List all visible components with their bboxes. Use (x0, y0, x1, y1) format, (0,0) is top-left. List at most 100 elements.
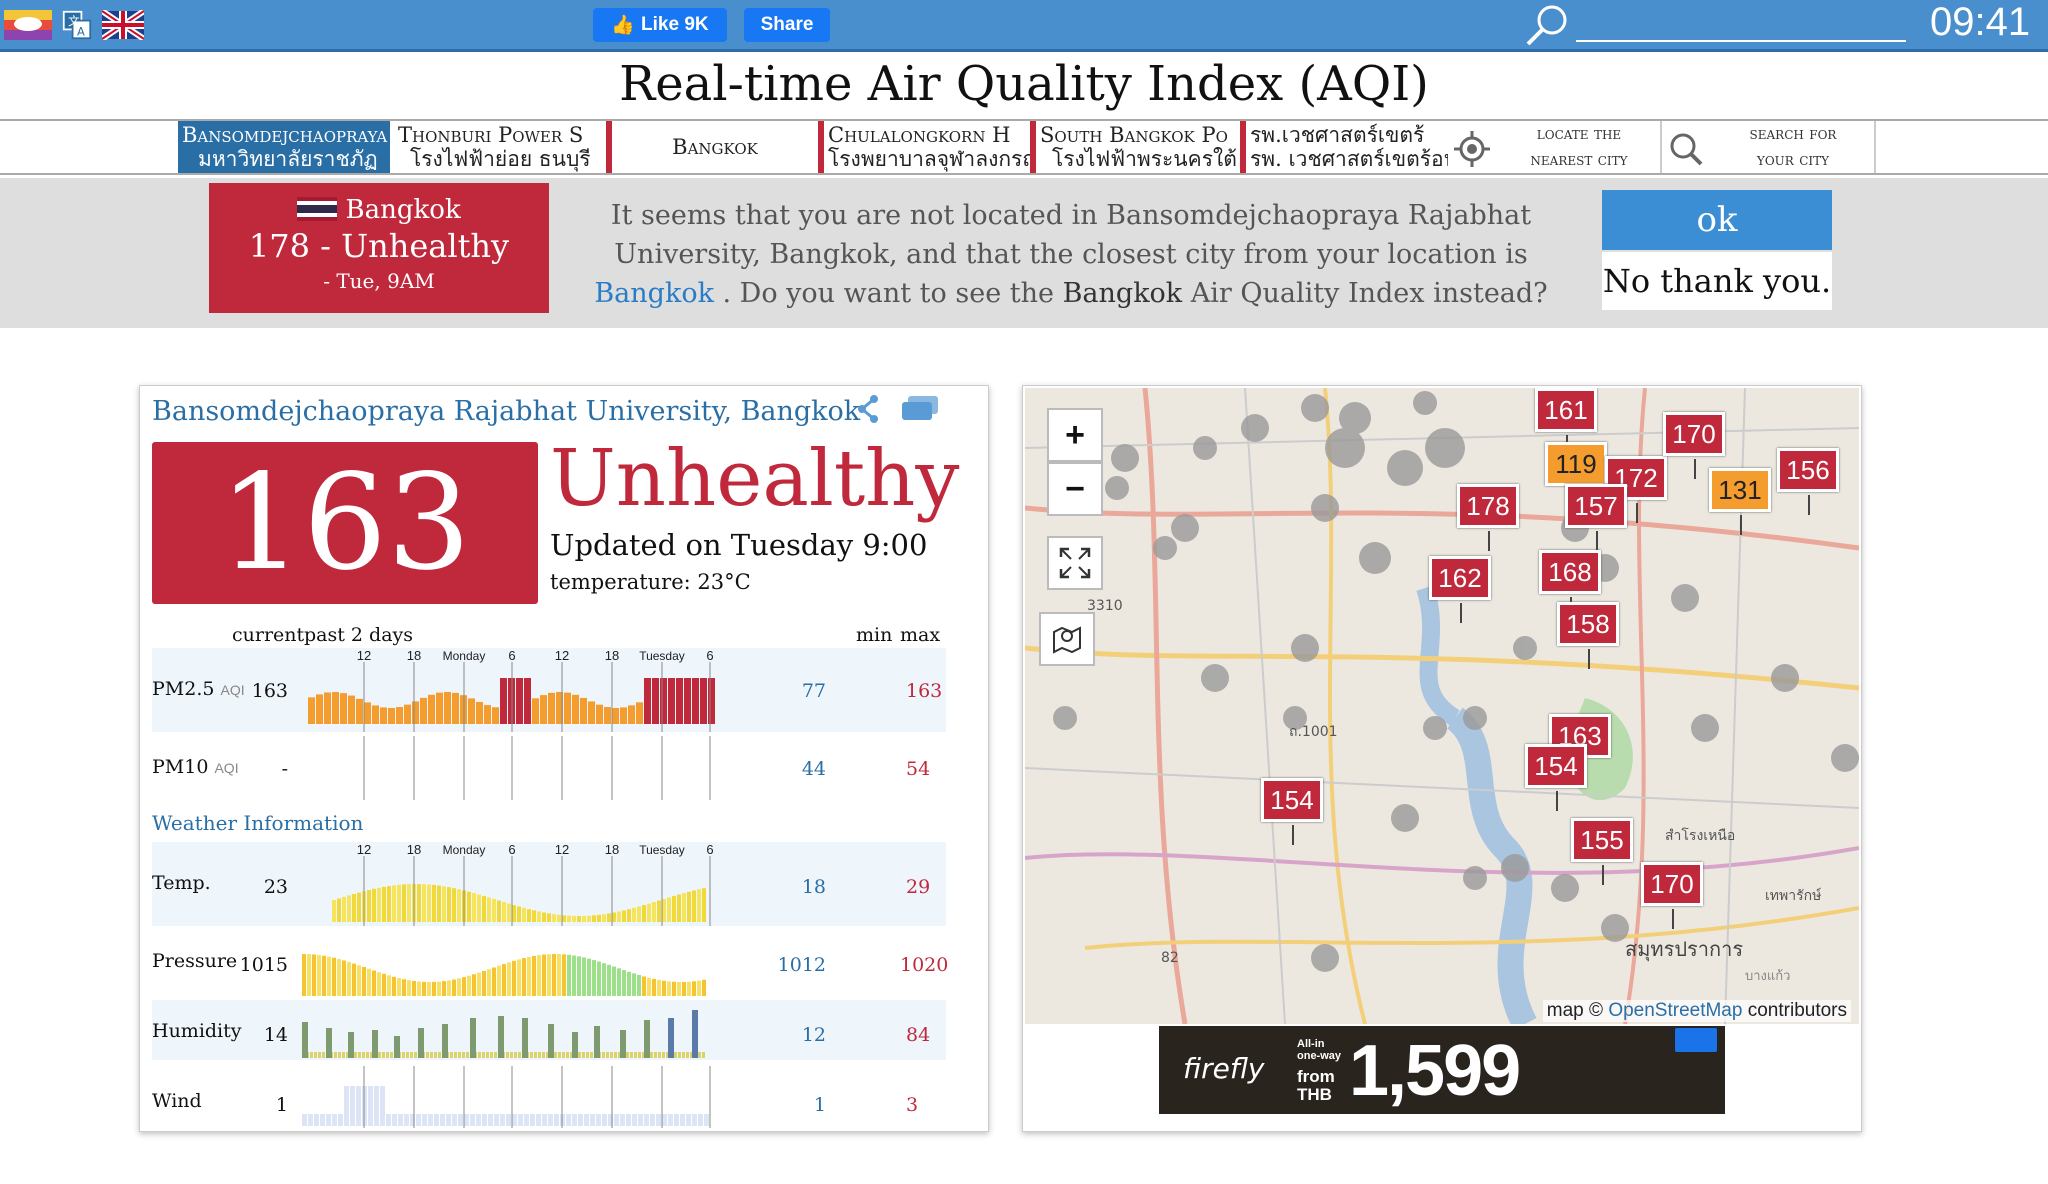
openstreetmap-link[interactable]: OpenStreetMap (1608, 1000, 1743, 1021)
aqi-marker[interactable]: 156 (1777, 448, 1839, 515)
clock: 09:41 (1930, 0, 2031, 44)
svg-text:สำโรงเหนือ: สำโรงเหนือ (1665, 827, 1735, 844)
station-name[interactable]: Bansomdejchaopraya Rajabhat University, … (152, 396, 861, 427)
pm25-history-chart[interactable]: 12 18 Monday 6 12 18 Tuesday 6 (302, 648, 832, 732)
fullscreen-button[interactable] (1047, 536, 1103, 590)
ad-brand: firefly (1183, 1052, 1265, 1085)
svg-text:12: 12 (555, 648, 569, 663)
station-nav: Bansomdejchaopraya มหาวิทยาลัยราชภัฏ Tho… (0, 119, 2048, 175)
nav-station-1[interactable]: Thonburi Power S โรงไฟฟ้าย่อย ธนบุรี (398, 123, 591, 171)
expand-icon (1059, 547, 1091, 579)
aqi-marker[interactable]: 154 (1525, 744, 1587, 811)
svg-text:18: 18 (407, 648, 421, 663)
aqi-value-box: 163 (152, 442, 538, 604)
nav-station-4[interactable]: South Bangkok Po โรงไฟฟ้าพระนครใต้ (1030, 121, 1238, 173)
nav-station-5[interactable]: รพ.เวชศาสตร์เขตร้ รพ. เวชศาสตร์เขตร้อน (1240, 121, 1448, 173)
svg-text:12: 12 (357, 648, 371, 663)
search-your-city-button[interactable]: search for your city (1712, 121, 1876, 173)
aqi-marker[interactable]: 131 (1709, 468, 1771, 535)
nav-station-2[interactable]: Bangkok (606, 121, 814, 173)
widget-icon[interactable] (900, 394, 940, 424)
advertisement-banner[interactable]: firefly All-in one-way from THB 1,599 (1159, 1026, 1725, 1114)
locate-icon[interactable] (1454, 131, 1490, 167)
search-input[interactable] (1576, 40, 1906, 42)
station-panel: Bansomdejchaopraya Rajabhat University, … (139, 385, 989, 1132)
aqi-level: Unhealthy (550, 434, 960, 524)
header-past: past 2 days (304, 624, 414, 646)
aqi-marker[interactable]: 170 (1641, 862, 1703, 929)
svg-text:Tuesday: Tuesday (639, 843, 685, 857)
aqi-marker[interactable]: 157 (1565, 484, 1627, 551)
aqi-marker[interactable]: 168 (1539, 550, 1601, 617)
zoom-out-button[interactable]: − (1047, 462, 1103, 516)
humidity-history-chart[interactable] (302, 1000, 832, 1060)
zoom-in-button[interactable]: + (1047, 408, 1103, 462)
aqi-marker[interactable]: 170 (1663, 412, 1725, 479)
location-notice: Bangkok 178 - Unhealthy - Tue, 9AM It se… (0, 178, 2048, 328)
svg-text:Monday: Monday (443, 649, 486, 663)
svg-text:สมุทรปราการ: สมุทรปราการ (1625, 937, 1743, 962)
nav-station-0[interactable]: Bansomdejchaopraya มหาวิทยาลัยราชภัฏ (178, 121, 390, 173)
card-aqi: 178 - Unhealthy (248, 227, 510, 265)
aqi-marker[interactable]: 155 (1571, 818, 1633, 885)
svg-text:A: A (77, 25, 85, 39)
ad-tagline: All-in one-way (1297, 1038, 1342, 1062)
notice-message: It seems that you are not located in Ban… (594, 200, 1548, 309)
row-bg-temp (152, 842, 946, 926)
map-icon (1053, 626, 1081, 654)
svg-text:18: 18 (605, 648, 619, 663)
svg-text:6: 6 (508, 842, 515, 857)
aqi-marker[interactable]: 158 (1557, 602, 1619, 669)
page-title: Real-time Air Quality Index (AQI) (619, 56, 1429, 112)
wind-history-chart[interactable] (302, 1066, 832, 1128)
map-attribution: map © OpenStreetMap contributors (1542, 1000, 1851, 1022)
weather-information-heading: Weather Information (152, 811, 364, 835)
translate-icon[interactable]: 文 A (60, 10, 94, 40)
like-label: Like 9K (641, 14, 709, 35)
air-quality-map[interactable]: 3310 ถ.1001 82 สมุทรปราการ สำโรงเหนือ เท… (1025, 388, 1859, 1024)
svg-text:บางแก้ว: บางแก้ว (1745, 969, 1790, 984)
locate-nearest-city-button[interactable]: locate the nearest city (1498, 121, 1662, 173)
aqi-marker[interactable]: 161 (1535, 388, 1597, 455)
share-icon[interactable] (856, 394, 882, 424)
aqi-marker[interactable]: 154 (1261, 778, 1323, 845)
nearest-city-card[interactable]: Bangkok 178 - Unhealthy - Tue, 9AM (209, 183, 549, 313)
aqi-marker[interactable]: 162 (1429, 556, 1491, 623)
svg-text:3310: 3310 (1087, 598, 1123, 614)
svg-text:18: 18 (605, 842, 619, 857)
current-temperature: temperature: 23°C (550, 570, 751, 594)
svg-text:文: 文 (68, 14, 80, 28)
facebook-like-button[interactable]: 👍 Like 9K (593, 8, 727, 42)
ok-button[interactable]: ok (1602, 190, 1832, 250)
pm10-history-chart[interactable] (302, 736, 832, 800)
svg-text:เทพารักษ์: เทพารักษ์ (1765, 887, 1822, 904)
ad-info-icon[interactable] (1675, 1028, 1717, 1052)
header-min: min (856, 624, 893, 646)
search-city-icon[interactable] (1668, 131, 1704, 167)
pressure-history-chart[interactable] (302, 930, 832, 998)
svg-text:12: 12 (555, 842, 569, 857)
header-max: max (900, 624, 941, 646)
uk-flag-icon[interactable] (102, 10, 144, 40)
search-icon[interactable] (1522, 2, 1572, 50)
thumbs-up-icon: 👍 (611, 15, 636, 36)
svg-text:Monday: Monday (443, 843, 486, 857)
svg-text:12: 12 (357, 842, 371, 857)
header-current: current (232, 624, 305, 646)
map-panel: 3310 ถ.1001 82 สมุทรปราการ สำโรงเหนือ เท… (1022, 385, 1862, 1132)
svg-text:Tuesday: Tuesday (639, 649, 685, 663)
card-city: Bangkok (345, 195, 461, 225)
nav-station-3[interactable]: Chulalongkorn H โรงพยาบาลจุฬาลงกรณ์ (818, 121, 1030, 173)
weather-cloud-icon[interactable] (4, 10, 52, 40)
no-thank-you-button[interactable]: No thank you. (1602, 252, 1832, 310)
ad-price: 1,599 (1349, 1031, 1521, 1111)
aqi-marker[interactable]: 119 (1545, 442, 1607, 509)
facebook-share-button[interactable]: Share (744, 8, 830, 42)
aqi-marker[interactable]: 178 (1457, 484, 1519, 551)
temperature-history-chart[interactable]: 12 18 Monday 6 12 18 Tuesday 6 (302, 842, 832, 926)
card-time: - Tue, 9AM (323, 269, 435, 293)
updated-time: Updated on Tuesday 9:00 (550, 528, 928, 562)
svg-text:6: 6 (706, 842, 713, 857)
nearest-city-link[interactable]: Bangkok (594, 278, 714, 309)
map-layers-button[interactable] (1039, 612, 1095, 666)
